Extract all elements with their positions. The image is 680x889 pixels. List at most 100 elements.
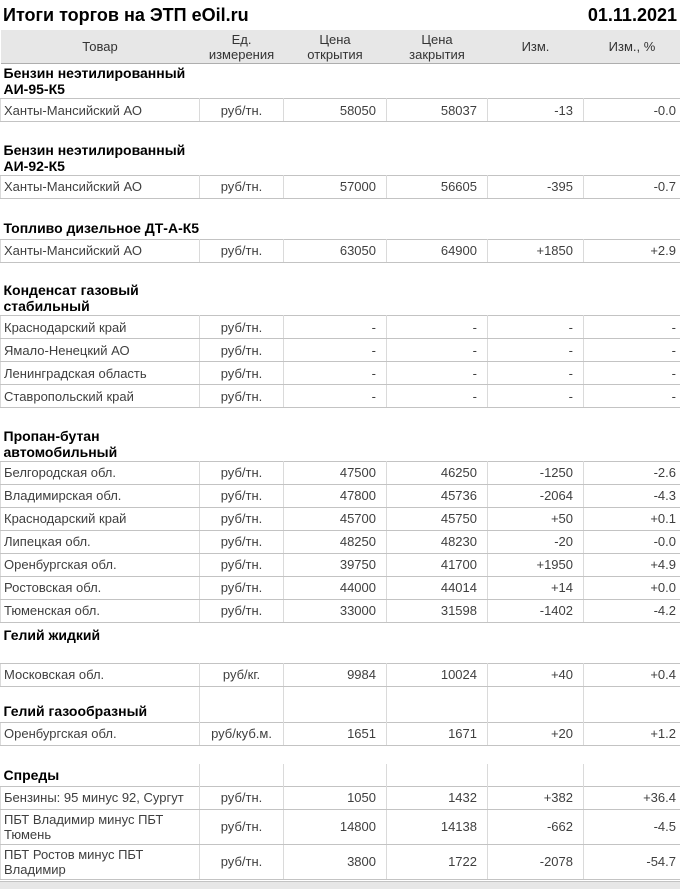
- change-cell: -662: [488, 809, 584, 844]
- gap-cell: [488, 262, 584, 281]
- change-pct-cell: +2.9: [584, 239, 680, 262]
- section-empty-cell: [584, 64, 680, 99]
- open-price-cell: 47500: [284, 461, 387, 484]
- unit-cell: руб/тн.: [200, 461, 284, 484]
- section-empty-cell: [200, 64, 284, 99]
- open-price-cell: 1651: [284, 722, 387, 745]
- close-price-cell: 14138: [387, 809, 488, 844]
- unit-cell: руб/тн.: [200, 844, 284, 879]
- gap-cell: [584, 408, 680, 427]
- section-empty-cell: [387, 764, 488, 786]
- close-price-cell: 56605: [387, 175, 488, 198]
- product-cell: Краснодарский край: [1, 507, 200, 530]
- change-pct-cell: -4.3: [584, 484, 680, 507]
- column-header-unit: Ед. измерения: [200, 30, 284, 64]
- column-header-change-pct: Изм., %: [584, 30, 680, 64]
- unit-cell: руб/тн.: [200, 175, 284, 198]
- open-price-cell: -: [284, 339, 387, 362]
- results-table: Товар Ед. измерения Цена открытия Цена з…: [0, 30, 680, 880]
- change-cell: +40: [488, 663, 584, 686]
- section-empty-cell: [488, 141, 584, 176]
- section-title-cell: Пропан-бутан автомобильный: [1, 427, 200, 462]
- unit-cell: руб/тн.: [200, 385, 284, 408]
- gap-cell: [584, 745, 680, 764]
- section-empty-cell: [387, 700, 488, 722]
- gap-cell: [387, 408, 488, 427]
- gap-cell: [200, 745, 284, 764]
- change-cell: +50: [488, 507, 584, 530]
- section-empty-cell: [584, 700, 680, 722]
- gap-cell: [1, 408, 200, 427]
- section-title-cell: Конденсат газовый стабильный: [1, 281, 200, 316]
- unit-cell: руб/тн.: [200, 339, 284, 362]
- section-empty-cell: [284, 622, 387, 663]
- column-header-row: Товар Ед. измерения Цена открытия Цена з…: [1, 30, 680, 64]
- gap-cell: [284, 122, 387, 141]
- change-pct-cell: -: [584, 316, 680, 339]
- gap-cell: [387, 262, 488, 281]
- section-empty-cell: [284, 281, 387, 316]
- change-cell: +382: [488, 786, 584, 809]
- change-pct-cell: +0.1: [584, 507, 680, 530]
- close-price-cell: 46250: [387, 461, 488, 484]
- open-price-cell: 45700: [284, 507, 387, 530]
- gap-cell: [488, 686, 584, 700]
- change-cell: -1250: [488, 461, 584, 484]
- gap-cell: [584, 262, 680, 281]
- gap-row: [1, 745, 680, 764]
- section-empty-cell: [584, 281, 680, 316]
- gap-cell: [387, 198, 488, 217]
- footer-bar: [0, 881, 680, 889]
- product-cell: Московская обл.: [1, 663, 200, 686]
- unit-cell: руб/тн.: [200, 507, 284, 530]
- section-header-row: Спреды: [1, 764, 680, 786]
- section-empty-cell: [488, 64, 584, 99]
- gap-cell: [284, 262, 387, 281]
- section-header-row: Пропан-бутан автомобильный: [1, 427, 680, 462]
- section-empty-cell: [387, 281, 488, 316]
- gap-cell: [284, 745, 387, 764]
- gap-cell: [1, 262, 200, 281]
- close-price-cell: 45736: [387, 484, 488, 507]
- section-empty-cell: [488, 281, 584, 316]
- open-price-cell: 14800: [284, 809, 387, 844]
- gap-cell: [584, 686, 680, 700]
- unit-cell: руб/тн.: [200, 316, 284, 339]
- unit-cell: руб/тн.: [200, 576, 284, 599]
- section-empty-cell: [284, 764, 387, 786]
- section-empty-cell: [584, 141, 680, 176]
- close-price-cell: 1432: [387, 786, 488, 809]
- open-price-cell: 1050: [284, 786, 387, 809]
- close-price-cell: 48230: [387, 530, 488, 553]
- section-empty-cell: [488, 700, 584, 722]
- change-cell: -: [488, 362, 584, 385]
- section-empty-cell: [488, 427, 584, 462]
- report-header: Итоги торгов на ЭТП eOil.ru 01.11.2021: [0, 0, 680, 30]
- section-empty-cell: [200, 622, 284, 663]
- product-cell: Ленинградская область: [1, 362, 200, 385]
- change-pct-cell: -2.6: [584, 461, 680, 484]
- section-header-row: Бензин неэтилированный АИ-95-К5: [1, 64, 680, 99]
- open-price-cell: 44000: [284, 576, 387, 599]
- close-price-cell: 45750: [387, 507, 488, 530]
- section-title-cell: Спреды: [1, 764, 200, 786]
- gap-cell: [488, 198, 584, 217]
- product-cell: Ростовская обл.: [1, 576, 200, 599]
- gap-cell: [284, 408, 387, 427]
- product-cell: Липецкая обл.: [1, 530, 200, 553]
- section-empty-cell: [387, 141, 488, 176]
- unit-cell: руб/тн.: [200, 553, 284, 576]
- section-empty-cell: [200, 427, 284, 462]
- gap-cell: [284, 198, 387, 217]
